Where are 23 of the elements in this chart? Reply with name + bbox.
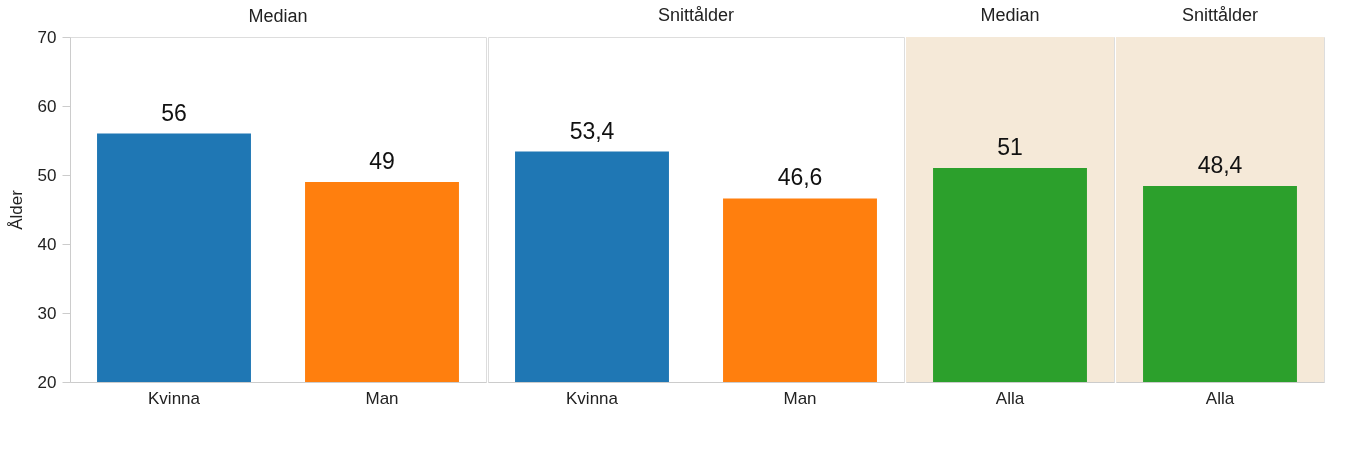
chart-title: Median — [980, 5, 1040, 25]
data-label: 51 — [997, 134, 1023, 161]
x-tick-label: Kvinna — [566, 388, 619, 408]
chart-title: Median — [248, 5, 308, 26]
y-tick-label: 50 — [37, 165, 57, 185]
x-tick-label: Alla — [995, 388, 1025, 408]
y-tick-label: 30 — [37, 303, 57, 323]
y-tick-label: 40 — [37, 234, 57, 254]
y-tick-label: 20 — [37, 372, 57, 392]
data-label: 49 — [369, 147, 395, 174]
x-tick-label: Alla — [1205, 388, 1235, 408]
chart-title: Snittålder — [657, 5, 735, 25]
chart-title: Snittålder — [1181, 5, 1259, 25]
x-tick-label: Man — [783, 388, 817, 408]
y-tick-label: 70 — [37, 27, 57, 47]
data-label: 56 — [161, 99, 187, 126]
x-tick-label: Man — [365, 388, 399, 408]
x-tick-label: Kvinna — [148, 388, 201, 408]
data-label: 53,4 — [569, 117, 615, 144]
y-tick-label: 60 — [37, 96, 57, 116]
y-axis-title: Ålder — [6, 189, 26, 230]
data-label: 48,4 — [1197, 152, 1243, 179]
data-label: 46,6 — [777, 164, 823, 191]
